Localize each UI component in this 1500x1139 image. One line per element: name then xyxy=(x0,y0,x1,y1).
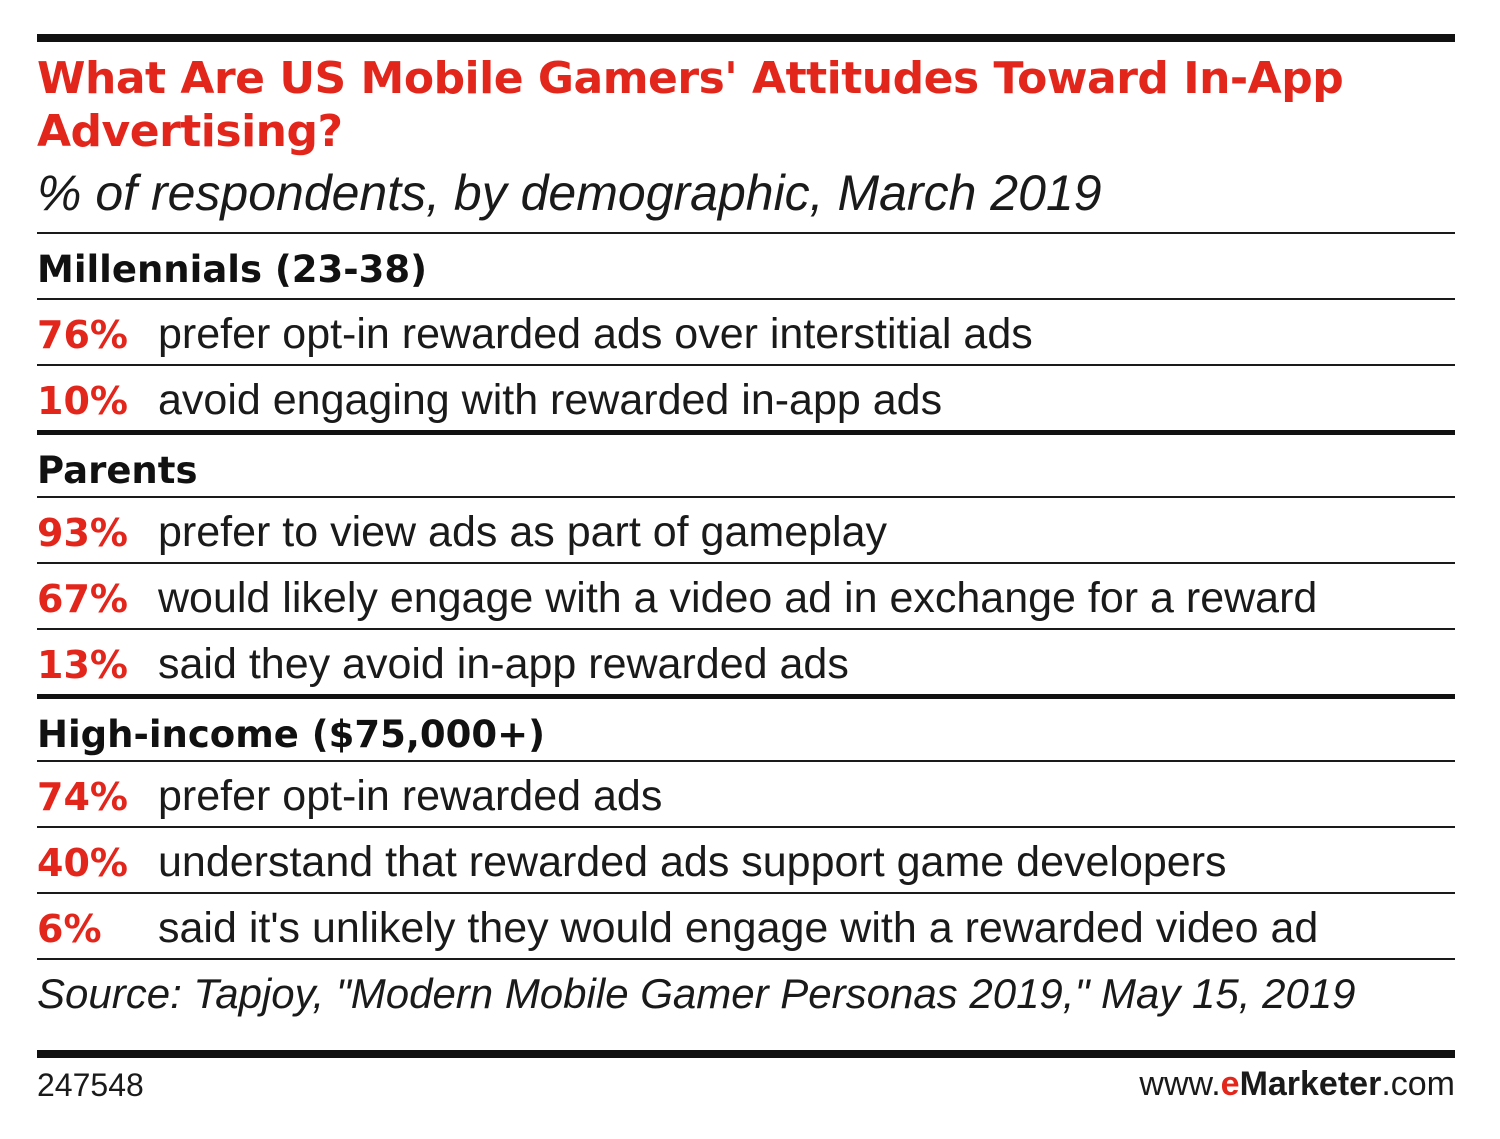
percent-value: 13% xyxy=(37,643,128,687)
chart-title: What Are US Mobile Gamers' Attitudes Tow… xyxy=(37,53,1344,157)
group-header-row: Parents xyxy=(37,430,1455,496)
percent-value: 67% xyxy=(37,577,128,621)
chart-id: 247548 xyxy=(37,1067,144,1103)
data-table: Millennials (23-38) 76% prefer opt-in rewa… xyxy=(37,232,1455,1024)
row-description: prefer opt-in rewarded ads over intersti… xyxy=(158,310,1033,358)
top-rule xyxy=(37,34,1455,42)
source-row: Source: Tapjoy, "Modern Mobile Gamer Per… xyxy=(37,958,1455,1024)
row-description: understand that rewarded ads support gam… xyxy=(158,838,1227,886)
row-description: said it's unlikely they would engage wit… xyxy=(158,904,1319,952)
table-row: 6% said it's unlikely they would engage w… xyxy=(37,892,1455,958)
source-note: Source: Tapjoy, "Modern Mobile Gamer Per… xyxy=(37,970,1356,1017)
percent-value: 74% xyxy=(37,775,128,819)
group-label: High-income ($75,000+) xyxy=(37,713,546,756)
row-description: said they avoid in-app rewarded ads xyxy=(158,640,849,688)
logo-e: e xyxy=(1220,1065,1240,1103)
percent-value: 40% xyxy=(37,841,128,885)
logo-brand: Marketer xyxy=(1239,1065,1382,1103)
row-description: would likely engage with a video ad in e… xyxy=(158,574,1318,622)
row-description: prefer opt-in rewarded ads xyxy=(158,772,663,820)
emarketer-logo[interactable]: www.eMarketer.com xyxy=(1139,1064,1455,1104)
table-row: 40% understand that rewarded ads support … xyxy=(37,826,1455,892)
table-row: 67% would likely engage with a video ad i… xyxy=(37,562,1455,628)
chart-subtitle: % of respondents, by demographic, March … xyxy=(37,165,1102,221)
row-description: prefer to view ads as part of gameplay xyxy=(158,508,887,556)
table-row: 74% prefer opt-in rewarded ads xyxy=(37,760,1455,826)
percent-value: 10% xyxy=(37,379,128,423)
logo-prefix: www. xyxy=(1139,1065,1221,1103)
percent-value: 93% xyxy=(37,511,128,555)
percent-value: 6% xyxy=(37,907,102,951)
table-row: 10% avoid engaging with rewarded in-app a… xyxy=(37,364,1455,430)
table-row: 76% prefer opt-in rewarded ads over inter… xyxy=(37,298,1455,364)
table-row: 13% said they avoid in-app rewarded ads xyxy=(37,628,1455,694)
table-row: 93% prefer to view ads as part of gamepla… xyxy=(37,496,1455,562)
logo-suffix: .com xyxy=(1381,1065,1455,1103)
row-description: avoid engaging with rewarded in-app ads xyxy=(158,376,943,424)
bottom-rule xyxy=(37,1050,1455,1058)
group-label: Parents xyxy=(37,449,198,492)
group-header-row: Millennials (23-38) xyxy=(37,232,1455,298)
percent-value: 76% xyxy=(37,313,128,357)
group-label: Millennials (23-38) xyxy=(37,248,428,291)
group-header-row: High-income ($75,000+) xyxy=(37,694,1455,760)
